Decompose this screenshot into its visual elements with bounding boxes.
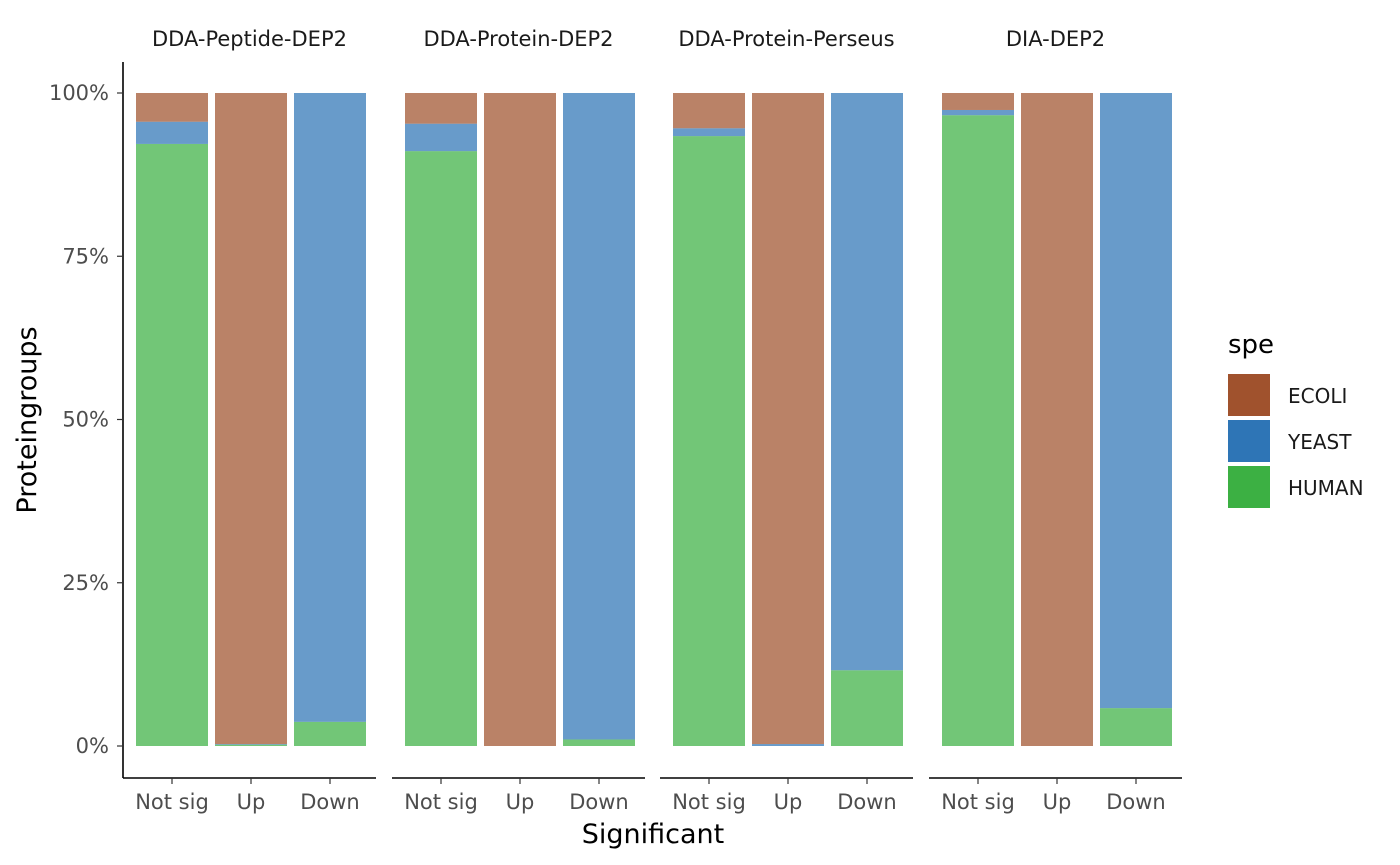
bar-segment-ecoli [215,93,287,745]
x-tick-label: Down [1106,790,1166,814]
x-tick-label: Up [506,790,535,814]
bar-segment-human [942,115,1014,746]
bar-segment-ecoli [1021,93,1093,746]
x-tick-label: Down [300,790,360,814]
facet-title: DDA-Protein-Perseus [678,27,894,51]
facet-panel: DDA-Peptide-DEP2 Not sig Up Down [123,27,376,814]
y-tick-label: 75% [62,244,109,268]
legend-swatch-ecoli [1226,372,1272,418]
bar-segment-human [563,739,635,746]
x-axis-title: Significant [582,819,725,850]
bar-segment-yeast [294,93,366,722]
bar-segment-human [673,136,745,746]
legend: spe ECOLI YEAST HUMAN [1226,330,1364,510]
bar-segment-ecoli [136,93,208,122]
x-tick-label: Up [774,790,803,814]
facet-panel: DIA-DEP2 Not sig Up Down [929,27,1182,814]
bar-segment-human [831,670,903,746]
bar-segment-yeast [563,93,635,740]
x-tick-label: Up [237,790,266,814]
facet-panel: DDA-Protein-Perseus Not sig Up Down [660,27,913,814]
legend-swatch-human [1226,464,1272,510]
bar-segment-ecoli [484,93,556,746]
bar-segment-ecoli [673,93,745,129]
legend-label: ECOLI [1288,384,1347,408]
y-tick-label: 0% [76,734,109,758]
bar-segment-ecoli [405,93,477,124]
x-tick-label: Not sig [404,790,478,814]
legend-swatch-yeast [1226,418,1272,464]
x-tick-label: Not sig [135,790,209,814]
y-tick-label: 25% [62,571,109,595]
x-tick-label: Down [837,790,897,814]
y-tick-label: 50% [62,408,109,432]
y-tick-label: 100% [49,81,109,105]
bar-segment-yeast [831,93,903,671]
bar-segment-human [405,151,477,746]
x-tick-label: Down [569,790,629,814]
facet-title: DDA-Peptide-DEP2 [152,27,347,51]
facet-title: DIA-DEP2 [1006,27,1105,51]
x-tick-label: Up [1043,790,1072,814]
legend-title: spe [1228,330,1274,360]
bar-segment-yeast [1100,93,1172,709]
bar-segment-yeast [405,123,477,152]
bar-segment-yeast [752,744,824,746]
bar-segment-yeast [136,121,208,144]
facet-title: DDA-Protein-DEP2 [423,27,613,51]
y-axis-title: Proteingroups [12,326,43,513]
bar-segment-human [1100,708,1172,746]
bar-segment-ecoli [942,93,1014,110]
bar-segment-yeast [942,109,1014,116]
legend-label: HUMAN [1288,476,1364,500]
bar-segment-human [136,143,208,746]
bar-segment-ecoli [752,93,824,745]
x-tick-label: Not sig [941,790,1015,814]
bar-segment-human [215,744,287,746]
bar-segment-human [294,721,366,746]
legend-label: YEAST [1287,430,1352,454]
y-axis: 0% 25% 50% 75% 100% [49,62,124,778]
bar-segment-yeast [673,128,745,137]
x-tick-label: Not sig [672,790,746,814]
facet-panel: DDA-Protein-DEP2 Not sig Up Down [392,27,645,814]
bar-segment-yeast [215,744,287,745]
